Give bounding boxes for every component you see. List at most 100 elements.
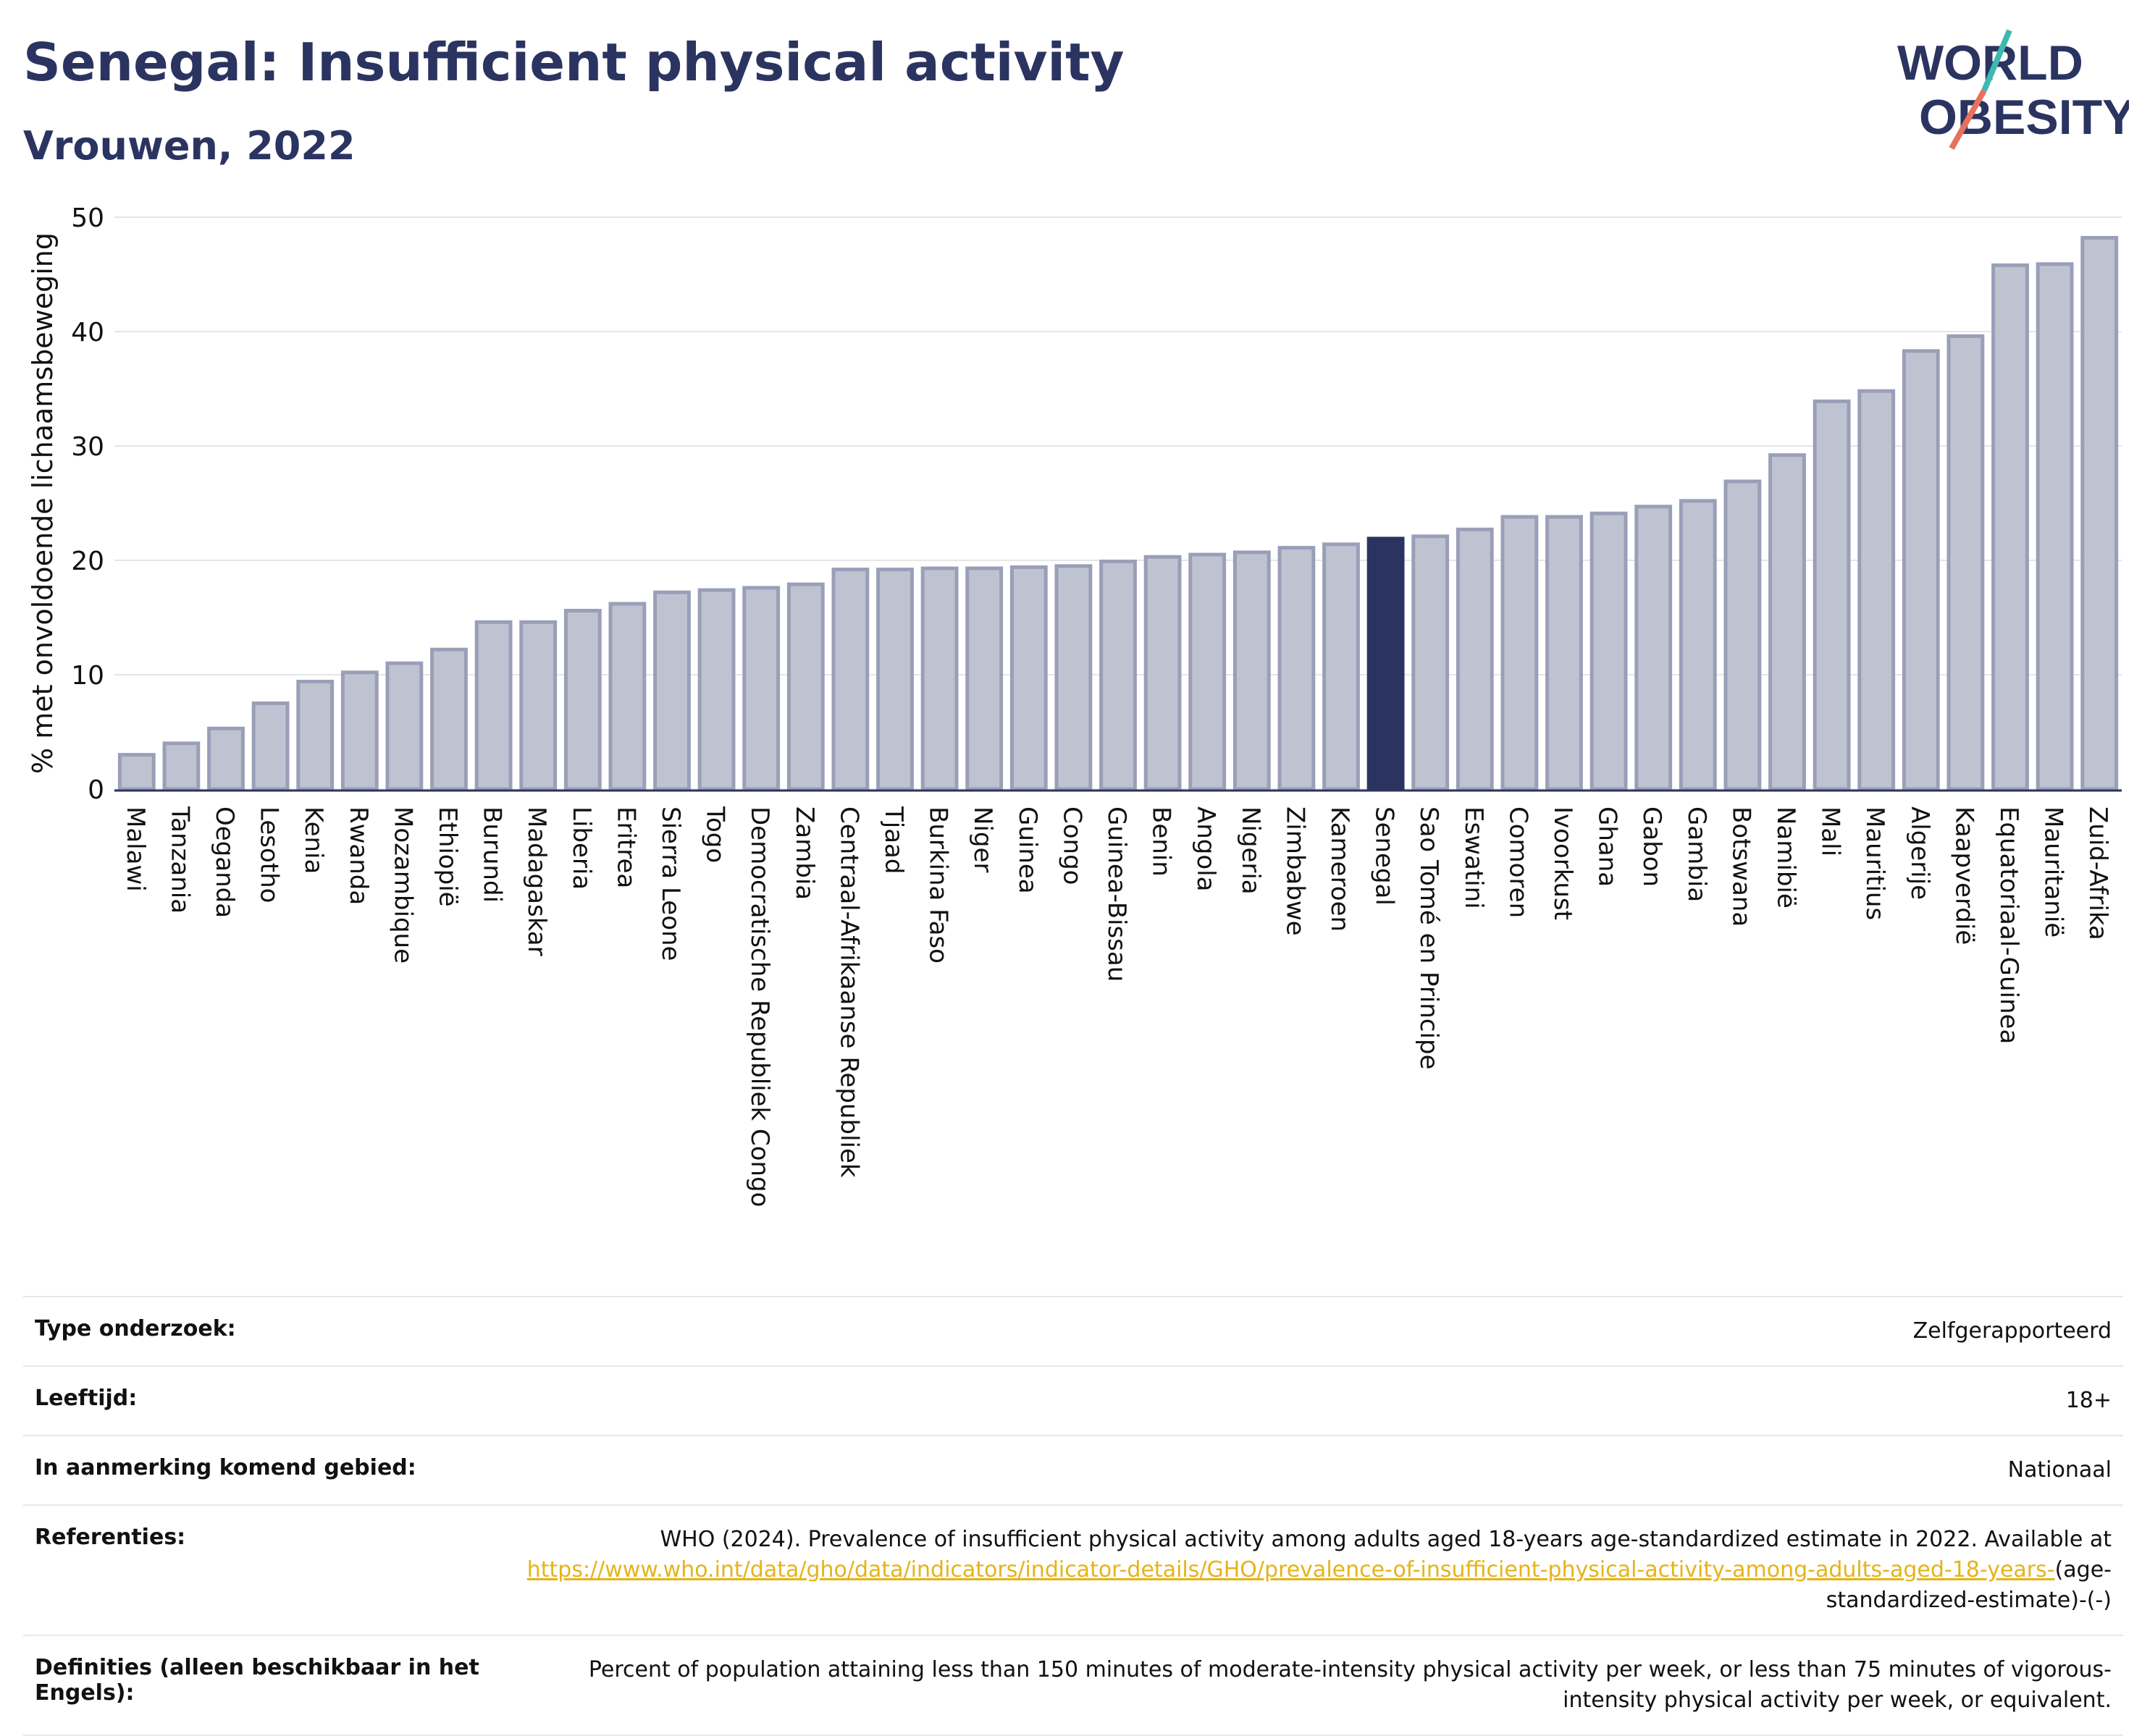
x-tick-label: Mauritanië (2039, 806, 2068, 937)
bar-niger (965, 566, 1004, 791)
bar-centraal-afrikaanse-republiek (831, 568, 870, 791)
references-text: WHO (2024). Prevalence of insufficient p… (660, 1527, 2112, 1552)
x-tick-label: Zuid-Afrika (2083, 806, 2112, 940)
x-tick-label: Mali (1816, 806, 1845, 856)
bar-mali (1813, 399, 1851, 791)
x-tick-label: Nigeria (1236, 806, 1265, 895)
meta-row-survey-type: Type onderzoek: Zelfgerapporteerd (23, 1296, 2123, 1366)
x-tick-labels: Malawi Tanzania Oeganda Lesotho Kenia Rwanda M… (121, 806, 2112, 1208)
bar-ivoorkust (1545, 515, 1583, 791)
x-tick-label: Equatoriaal-Guinea (1994, 806, 2023, 1044)
x-tick-label: Ghana (1593, 806, 1622, 887)
bar-oeganda (207, 726, 245, 791)
meta-row-definitions: Definities (alleen beschikbaar in het En… (23, 1635, 2123, 1736)
references-tail: (age-standardized-estimate)-(-) (1826, 1557, 2112, 1613)
bar-guinea (1009, 565, 1048, 791)
bar-sao-tom-en-principe (1411, 534, 1450, 791)
bar-kameroen (1322, 542, 1360, 791)
bar-mauritius (1857, 389, 1896, 791)
meta-key: Type onderzoek: (23, 1296, 510, 1366)
bar-mozambique (385, 661, 424, 791)
page-title: Senegal: Insufficient physical activity (23, 32, 1125, 93)
bar-liberia (563, 609, 602, 791)
y-tick-label: 10 (71, 661, 104, 691)
x-tick-label: Benin (1147, 806, 1176, 877)
bar-mauritani- (2036, 262, 2074, 791)
meta-value: 18+ (510, 1365, 2123, 1436)
bar-benin (1143, 555, 1182, 791)
x-tick-label: Togo (701, 806, 730, 863)
meta-row-age: Leeftijd: 18+ (23, 1365, 2123, 1436)
bar-senegal (1366, 536, 1405, 791)
x-tick-label: Gabon (1637, 806, 1666, 887)
references-link[interactable]: https://www.who.int/data/gho/data/indica… (526, 1557, 2055, 1583)
x-tick-label: Kameroen (1325, 806, 1354, 932)
x-tick-label: Comoren (1503, 806, 1532, 918)
x-tick-label: Burkina Faso (924, 806, 953, 964)
x-tick-label: Ethiopië (433, 806, 462, 907)
x-tick-label: Kaapverdië (1949, 806, 1978, 945)
x-tick-label: Kenia (299, 806, 328, 874)
x-tick-label: Guinea (1013, 806, 1042, 894)
x-tick-label: Sao Tomé en Principe (1414, 806, 1443, 1069)
bar-tjaad (876, 568, 914, 791)
logo-text-obesity: OBESITY (1919, 90, 2129, 145)
x-tick-label: Botswana (1726, 806, 1755, 927)
page-subtitle: Vrouwen, 2022 (23, 123, 356, 169)
y-tick-label: 50 (71, 203, 104, 233)
x-tick-label: Tanzania (165, 806, 194, 914)
meta-value: Percent of population attaining less tha… (510, 1635, 2123, 1736)
x-tick-label: Liberia (567, 806, 596, 890)
x-tick-label: Eswatini (1459, 806, 1488, 909)
meta-key: Definities (alleen beschikbaar in het En… (23, 1635, 510, 1736)
bar-rwanda (340, 670, 379, 791)
bar-lesotho (251, 701, 290, 791)
bar-guinea-bissau (1099, 560, 1137, 791)
bar-namibi- (1768, 453, 1806, 791)
bar-nigeria (1232, 550, 1271, 791)
x-tick-label: Democratische Republiek Congo (745, 806, 774, 1208)
x-tick-label: Senegal (1370, 806, 1399, 906)
bar-sierra-leone (653, 590, 691, 791)
bar-gabon (1634, 505, 1673, 791)
x-tick-label: Madagaskar (522, 806, 551, 956)
meta-key: In aanmerking komend gebied: (23, 1435, 510, 1505)
bar-ghana (1589, 511, 1628, 791)
bar-democratische-republiek-congo (742, 586, 781, 791)
x-tick-label: Centraal-Afrikaanse Republiek (834, 806, 863, 1178)
bar-comoren (1500, 515, 1539, 791)
bar-algerije (1902, 349, 1940, 791)
x-tick-label: Ivoorkust (1548, 806, 1577, 920)
logo-slash-coral (1949, 89, 1987, 150)
bar-angola (1188, 552, 1227, 791)
bar-malawi (117, 753, 156, 791)
meta-row-area: In aanmerking komend gebied: Nationaal (23, 1435, 2123, 1505)
meta-key: Leeftijd: (23, 1365, 510, 1436)
x-tick-label: Gambia (1682, 806, 1711, 902)
y-axis-label: % met onvoldoende lichaamsbeweging (27, 232, 59, 774)
y-tick-labels: 0 10 20 30 40 50 (71, 203, 104, 805)
bar-congo (1054, 564, 1093, 791)
x-tick-label: Tjaad (879, 806, 908, 874)
bar-togo (697, 588, 736, 791)
bar-burundi (474, 620, 513, 791)
world-obesity-logo: WORLD OBESITY (1897, 29, 2129, 150)
bar-zambia (786, 582, 825, 791)
x-tick-label: Algerije (1905, 806, 1934, 900)
bar-ethiopi- (430, 647, 468, 791)
bar-chart: 0 10 20 30 40 50 Malawi Tanzania Oeganda Lesotho… (27, 203, 2122, 1208)
x-tick-label: Zambia (790, 806, 819, 900)
bar-burkina-faso (920, 566, 959, 791)
meta-value: Nationaal (510, 1435, 2123, 1505)
x-tick-label: Zimbabwe (1280, 806, 1309, 936)
logo-slash-teal (1981, 29, 2012, 92)
bar-madagaskar (519, 620, 558, 791)
bar-botswana (1723, 479, 1762, 791)
x-tick-label: Sierra Leone (656, 806, 685, 961)
metadata-table: Type onderzoek: Zelfgerapporteerd Leefti… (23, 1296, 2123, 1736)
bar-tanzania (162, 741, 201, 791)
meta-row-references: Referenties: WHO (2024). Prevalence of i… (23, 1504, 2123, 1635)
x-tick-label: Oeganda (210, 806, 239, 918)
x-tick-label: Angola (1191, 806, 1220, 891)
x-tick-label: Guinea-Bissau (1102, 806, 1131, 982)
